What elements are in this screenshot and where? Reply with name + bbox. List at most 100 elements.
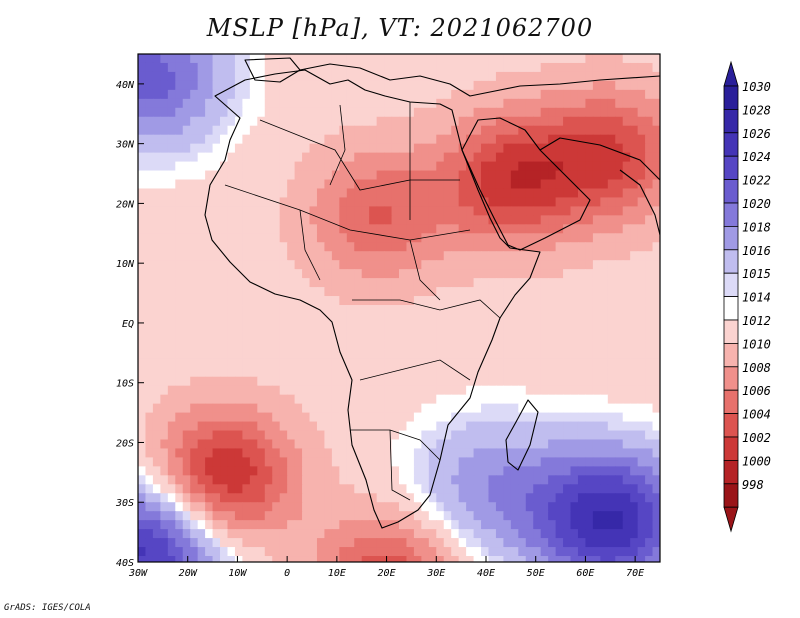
field-cell	[145, 188, 154, 199]
field-cell	[585, 188, 594, 199]
field-cell	[339, 71, 348, 82]
field-cell	[376, 547, 385, 557]
field-cell	[652, 313, 660, 324]
field-cell	[443, 233, 452, 243]
africa-coastline	[204, 69, 541, 529]
field-cell	[279, 502, 288, 512]
field-cell	[302, 466, 311, 476]
field-cell	[481, 502, 490, 512]
field-cell	[160, 529, 169, 539]
field-cell	[316, 116, 326, 127]
field-cell	[548, 242, 557, 252]
field-cell	[287, 179, 296, 190]
field-cell	[242, 54, 251, 64]
field-cell	[473, 224, 482, 234]
field-cell	[257, 260, 266, 270]
field-cell	[354, 251, 363, 261]
field-cell	[242, 116, 251, 127]
field-cell	[227, 556, 236, 562]
field-cell	[652, 466, 660, 476]
field-cell	[652, 385, 660, 396]
field-cell	[287, 206, 296, 216]
field-cell	[369, 331, 378, 342]
field-cell	[518, 547, 527, 557]
field-cell	[645, 322, 654, 333]
field-cell	[220, 340, 229, 351]
x-tick-label: 10W	[228, 568, 247, 579]
field-cell	[361, 484, 370, 494]
field-cell	[413, 529, 422, 539]
field-cell	[607, 305, 616, 315]
field-cell	[212, 484, 221, 494]
field-cell	[458, 430, 467, 441]
field-cell	[607, 242, 616, 252]
field-cell	[160, 349, 169, 360]
colorbar-swatch	[723, 132, 739, 157]
field-cell	[234, 260, 243, 270]
field-cell	[302, 511, 311, 521]
field-cell	[645, 62, 654, 73]
field-cell	[466, 421, 475, 432]
field-cell	[167, 287, 176, 297]
y-tick-label: 10N	[116, 259, 135, 270]
field-cell	[272, 385, 281, 396]
field-cell	[466, 538, 475, 548]
field-cell	[384, 170, 393, 181]
field-cell	[264, 367, 273, 378]
field-cell	[548, 125, 557, 136]
field-cell	[518, 215, 527, 225]
field-cell	[264, 421, 273, 432]
field-cell	[249, 116, 258, 127]
field-cell	[331, 358, 340, 369]
field-cell	[600, 502, 609, 512]
field-cell	[324, 71, 333, 82]
field-cell	[436, 358, 445, 369]
field-cell	[555, 520, 564, 530]
field-cell	[525, 403, 534, 414]
field-cell	[518, 89, 527, 100]
field-cell	[227, 161, 236, 172]
field-cell	[585, 125, 594, 136]
field-cell	[316, 313, 326, 324]
field-cell	[376, 125, 385, 136]
field-cell	[428, 349, 437, 360]
field-cell	[197, 161, 206, 172]
field-cell	[525, 421, 534, 432]
field-cell	[600, 224, 609, 234]
field-cell	[145, 89, 154, 100]
field-cell	[391, 340, 400, 351]
field-cell	[331, 251, 340, 261]
field-cell	[443, 394, 452, 405]
field-cell	[570, 502, 579, 512]
field-cell	[234, 493, 243, 503]
field-cell	[406, 349, 415, 360]
field-cell	[384, 188, 393, 199]
field-cell	[138, 161, 147, 172]
field-cell	[488, 538, 497, 548]
field-cell	[205, 62, 214, 73]
field-cell	[369, 511, 378, 521]
field-cell	[563, 179, 572, 190]
field-cell	[540, 206, 549, 216]
field-cell	[600, 71, 609, 82]
field-cell	[540, 251, 549, 261]
field-cell	[570, 188, 579, 199]
field-cell	[495, 556, 504, 562]
field-cell	[294, 502, 303, 512]
field-cell	[488, 206, 497, 216]
field-cell	[242, 439, 251, 450]
field-cell	[160, 125, 169, 136]
field-cell	[138, 251, 147, 261]
field-cell	[585, 107, 594, 118]
field-cell	[495, 278, 504, 288]
field-cell	[533, 511, 542, 521]
field-cell	[443, 251, 452, 261]
field-cell	[600, 80, 609, 91]
field-cell	[451, 54, 460, 64]
field-cell	[227, 251, 236, 261]
field-cell	[227, 547, 236, 557]
field-cell	[466, 493, 475, 503]
field-cell	[533, 134, 542, 145]
field-cell	[473, 349, 482, 360]
field-cell	[242, 484, 251, 494]
